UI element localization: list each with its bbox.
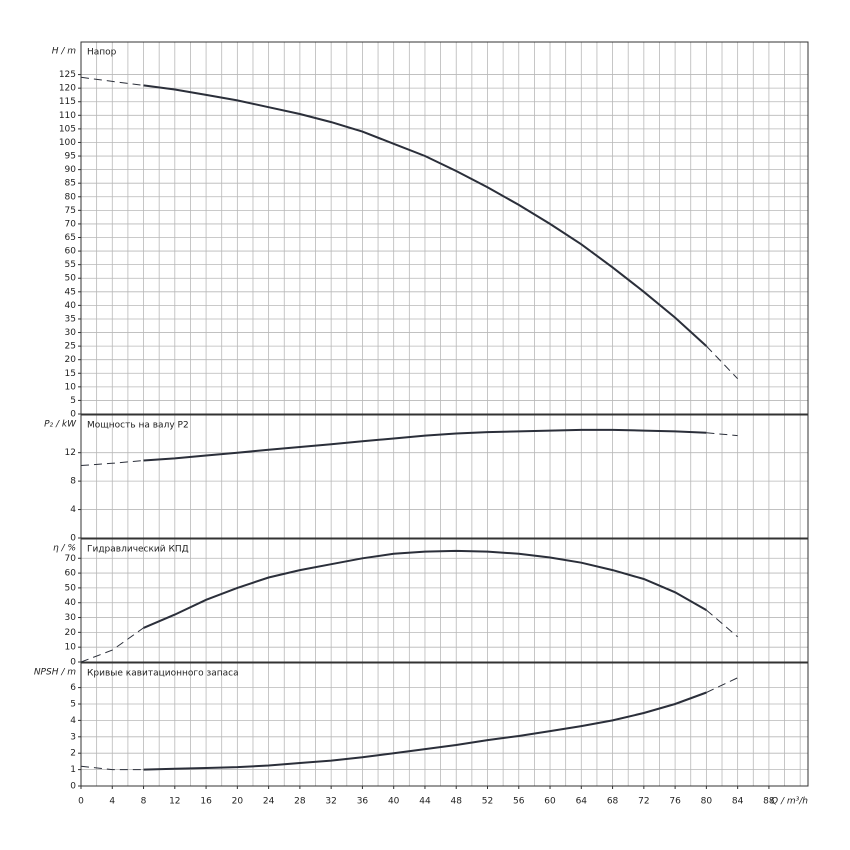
series-line [706, 432, 738, 437]
y-tick-label: 3 [70, 732, 76, 742]
series-line [706, 345, 738, 380]
x-tick-label: 84 [732, 797, 744, 807]
x-tick-label: 80 [701, 797, 713, 807]
y-tick-label: 75 [65, 206, 76, 216]
series-line [80, 76, 144, 86]
y-tick-label: 35 [65, 314, 76, 324]
panel-title: Кривые кавитационного запаса [87, 669, 239, 679]
x-tick-label: 20 [232, 797, 244, 807]
x-tick-label: 32 [325, 797, 336, 807]
y-tick-label: 20 [65, 355, 77, 365]
y-tick-label: 50 [65, 274, 77, 284]
x-tick-label: 8 [141, 797, 147, 807]
y-axis-label: H / m [52, 47, 77, 57]
x-tick-label: 24 [263, 797, 275, 807]
y-tick-label: 5 [70, 700, 76, 710]
x-axis-label: Q / m³/h [771, 797, 808, 807]
x-tick-label: 52 [482, 797, 493, 807]
y-tick-label: 80 [65, 192, 77, 202]
y-tick-label: 25 [65, 342, 76, 352]
y-tick-label: 0 [70, 782, 76, 792]
plot-frame [80, 414, 809, 539]
x-tick-label: 0 [78, 797, 84, 807]
y-tick-label: 6 [70, 683, 76, 693]
y-tick-label: 2 [70, 749, 76, 759]
plot-frame [80, 41, 809, 415]
y-tick-label: 115 [59, 97, 76, 107]
y-tick-label: 1 [70, 765, 76, 775]
series-line [143, 428, 707, 462]
y-tick-label: 40 [65, 301, 77, 311]
y-tick-label: 30 [65, 328, 77, 338]
x-tick-label: 76 [669, 797, 681, 807]
x-tick-label: 12 [169, 797, 180, 807]
y-tick-label: 5 [70, 396, 76, 406]
plot-frame [80, 538, 809, 663]
x-tick-label: 28 [294, 797, 306, 807]
y-tick-label: 120 [59, 84, 76, 94]
x-tick-label: 68 [607, 797, 619, 807]
y-tick-label: 60 [65, 247, 77, 257]
series-line [143, 84, 708, 347]
x-tick-label: 64 [576, 797, 588, 807]
panel-title: Напор [87, 48, 117, 58]
y-tick-label: 85 [65, 179, 76, 189]
x-tick-label: 4 [109, 797, 115, 807]
y-tick-label: 50 [65, 583, 77, 593]
y-axis-label: P₂ / kW [44, 420, 77, 430]
plot-frame [80, 662, 809, 787]
series-line [80, 460, 144, 466]
y-tick-label: 10 [65, 643, 77, 653]
y-tick-label: 0 [70, 658, 76, 668]
y-tick-label: 70 [65, 219, 77, 229]
x-tick-label: 16 [200, 797, 212, 807]
x-tick-label: 48 [450, 797, 462, 807]
y-tick-label: 40 [65, 598, 77, 608]
series-line [80, 627, 144, 663]
y-tick-label: 105 [59, 124, 76, 134]
y-tick-label: 45 [65, 287, 76, 297]
x-tick-label: 36 [357, 797, 369, 807]
y-tick-label: 110 [59, 111, 76, 121]
y-tick-label: 12 [65, 448, 76, 458]
y-tick-label: 4 [70, 716, 76, 726]
series-line [143, 549, 707, 629]
x-tick-label: 72 [638, 797, 649, 807]
y-tick-label: 55 [65, 260, 76, 270]
series-line [706, 609, 738, 638]
y-tick-label: 65 [65, 233, 76, 243]
y-tick-label: 125 [59, 70, 76, 80]
y-tick-label: 0 [70, 410, 76, 420]
x-tick-label: 44 [419, 797, 431, 807]
y-axis-label: NPSH / m [34, 668, 76, 678]
series-line [143, 691, 707, 771]
y-tick-label: 95 [65, 152, 76, 162]
y-tick-label: 10 [65, 382, 77, 392]
x-tick-label: 88 [763, 797, 775, 807]
y-tick-label: 100 [59, 138, 76, 148]
y-tick-label: 90 [65, 165, 77, 175]
y-tick-label: 70 [65, 554, 77, 564]
y-tick-label: 20 [65, 628, 77, 638]
series-line [80, 765, 144, 771]
y-tick-label: 60 [65, 569, 77, 579]
y-tick-label: 8 [70, 477, 76, 487]
series-line [706, 677, 738, 693]
panel-title: Гидравлический КПД [87, 545, 189, 555]
y-tick-label: 30 [65, 613, 77, 623]
x-tick-label: 60 [544, 797, 556, 807]
y-tick-label: 15 [65, 369, 76, 379]
panel-title: Мощность на валу P2 [87, 421, 189, 431]
y-tick-label: 4 [70, 505, 76, 515]
x-tick-label: 40 [388, 797, 400, 807]
x-tick-label: 56 [513, 797, 525, 807]
y-axis-label: η / % [53, 544, 76, 554]
y-tick-label: 0 [70, 534, 76, 544]
